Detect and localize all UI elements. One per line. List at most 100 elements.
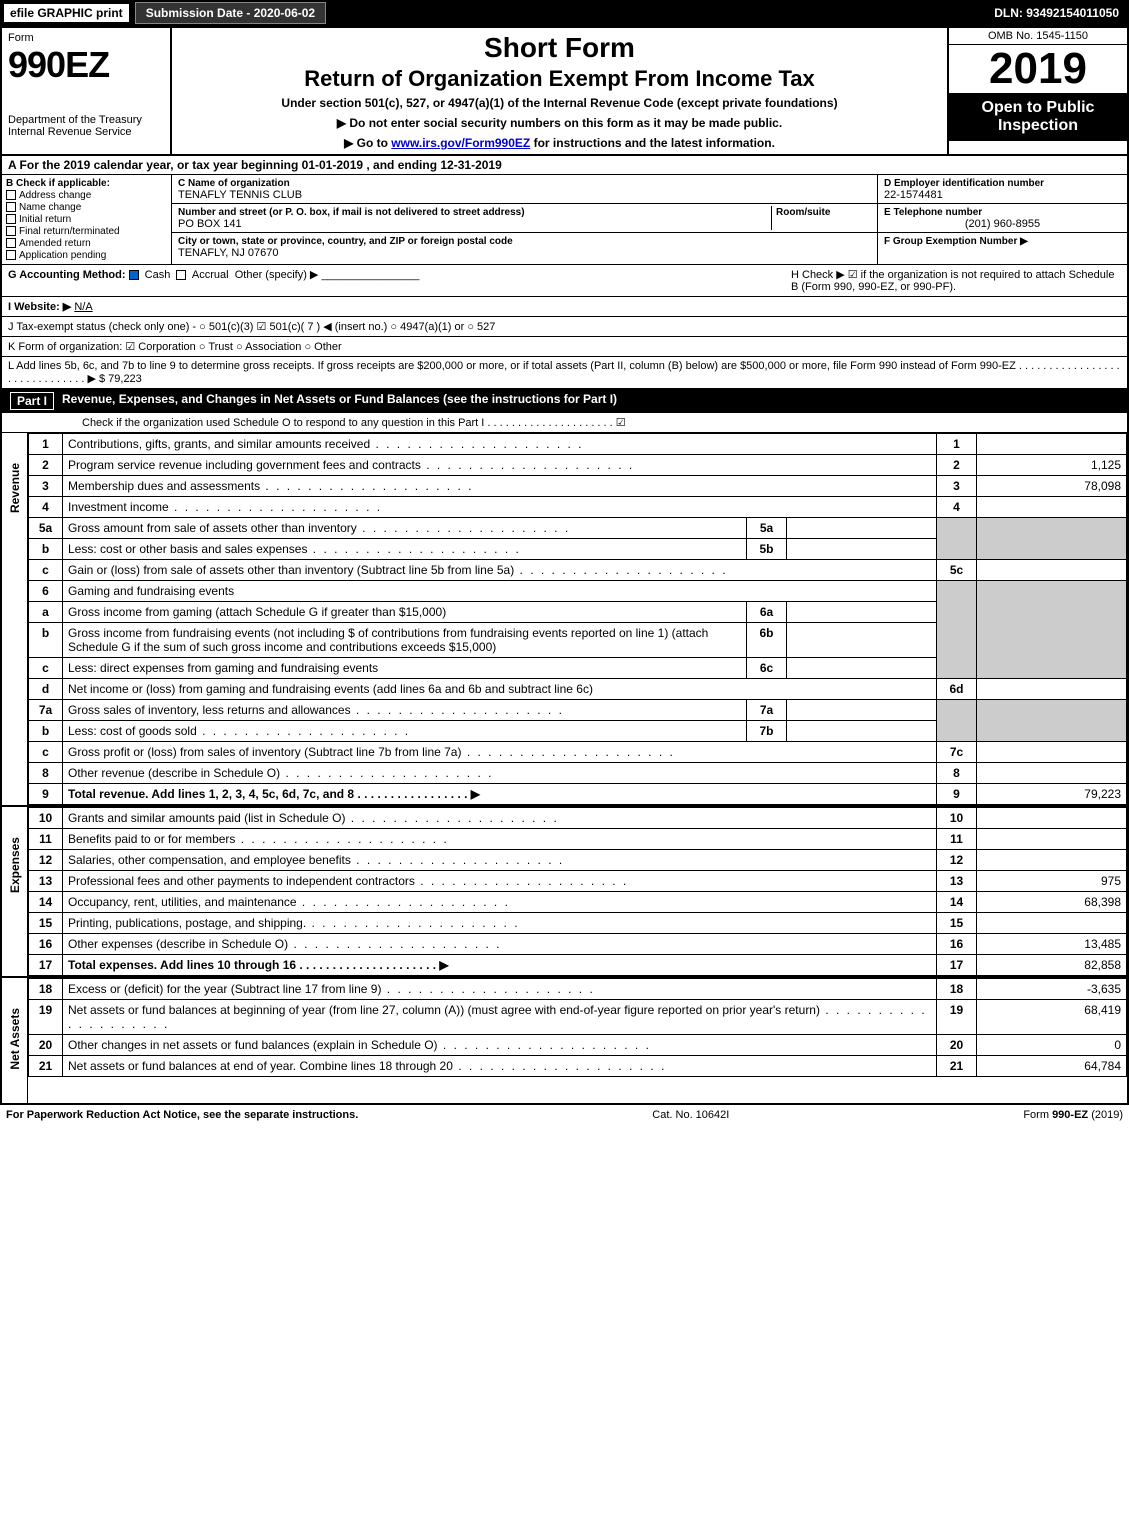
line-18: 18Excess or (deficit) for the year (Subt… [29,979,1127,1000]
col-b-title: B Check if applicable: [6,178,167,189]
city-value: TENAFLY, NJ 07670 [178,247,278,259]
side-expenses: Expenses [2,807,28,976]
form-number: 990EZ [8,44,164,86]
checkbox-icon[interactable] [176,270,186,280]
dept-irs: Internal Revenue Service [8,126,164,138]
line-14: 14Occupancy, rent, utilities, and mainte… [29,892,1127,913]
street-label: Number and street (or P. O. box, if mail… [178,207,525,218]
group-cell: F Group Exemption Number ▶ [878,233,1127,249]
city-cell: City or town, state or province, country… [172,233,877,261]
tel-cell: E Telephone number (201) 960-8955 [878,204,1127,233]
chk-pending[interactable]: Application pending [6,250,167,261]
form-word: Form [8,32,164,44]
checkbox-icon[interactable] [6,214,16,224]
entity-block: B Check if applicable: Address change Na… [2,175,1127,265]
netassets-section: Net Assets 18Excess or (deficit) for the… [2,976,1127,1103]
part1-label: Part I [10,392,54,410]
open-inspection: Open to Public Inspection [949,93,1127,141]
header-left: Form 990EZ Department of the Treasury In… [2,28,172,154]
tel-value: (201) 960-8955 [884,218,1121,230]
line-6: 6Gaming and fundraising events [29,581,1127,602]
tax-year: 2019 [949,45,1127,93]
chk-name[interactable]: Name change [6,202,167,213]
arrow-goto: ▶ Go to www.irs.gov/Form990EZ for instru… [180,136,939,150]
col-d-ids: D Employer identification number 22-1574… [877,175,1127,264]
revenue-table: 1Contributions, gifts, grants, and simil… [28,433,1127,805]
ein-value: 22-1574481 [884,189,943,201]
part1-title: Revenue, Expenses, and Changes in Net As… [62,392,617,410]
line-7a: 7aGross sales of inventory, less returns… [29,700,1127,721]
line-15: 15Printing, publications, postage, and s… [29,913,1127,934]
checkbox-icon[interactable] [6,190,16,200]
website-value: N/A [74,301,92,313]
line-8: 8Other revenue (describe in Schedule O)8 [29,763,1127,784]
city-label: City or town, state or province, country… [178,236,513,247]
line-20: 20Other changes in net assets or fund ba… [29,1035,1127,1056]
chk-initial[interactable]: Initial return [6,214,167,225]
page-footer: For Paperwork Reduction Act Notice, see … [0,1105,1129,1125]
checkbox-icon[interactable] [6,250,16,260]
ein-label: D Employer identification number [884,178,1044,189]
netassets-table: 18Excess or (deficit) for the year (Subt… [28,978,1127,1077]
goto-post: for instructions and the latest informat… [530,136,775,150]
row-l: L Add lines 5b, 6c, and 7b to line 9 to … [2,357,1127,389]
org-name-label: C Name of organization [178,178,290,189]
goto-pre: ▶ Go to [344,136,391,150]
header-right: OMB No. 1545-1150 2019 Open to Public In… [947,28,1127,154]
line-1: 1Contributions, gifts, grants, and simil… [29,434,1127,455]
tel-label: E Telephone number [884,207,982,218]
checkbox-checked-icon[interactable] [129,270,139,280]
ein-cell: D Employer identification number 22-1574… [878,175,1127,204]
line-7c: cGross profit or (loss) from sales of in… [29,742,1127,763]
omb-number: OMB No. 1545-1150 [949,28,1127,45]
part1-header: Part I Revenue, Expenses, and Changes in… [2,389,1127,413]
chk-final[interactable]: Final return/terminated [6,226,167,237]
chk-amended[interactable]: Amended return [6,238,167,249]
schedule-b-check: H Check ▶ ☑ if the organization is not r… [791,268,1121,293]
arrow-ssn: ▶ Do not enter social security numbers o… [180,116,939,130]
chk-address[interactable]: Address change [6,190,167,201]
line-4: 4Investment income4 [29,497,1127,518]
row-gh: G Accounting Method: Cash Accrual Other … [2,265,1127,297]
form-header: Form 990EZ Department of the Treasury In… [2,28,1127,156]
expenses-section: Expenses 10Grants and similar amounts pa… [2,805,1127,976]
line-9: 9Total revenue. Add lines 1, 2, 3, 4, 5c… [29,784,1127,805]
subtitle: Under section 501(c), 527, or 4947(a)(1)… [180,96,939,110]
checkbox-icon[interactable] [6,226,16,236]
accounting-method: G Accounting Method: Cash Accrual Other … [8,268,791,293]
header-mid: Short Form Return of Organization Exempt… [172,28,947,154]
line-17: 17Total expenses. Add lines 10 through 1… [29,955,1127,976]
line-19: 19Net assets or fund balances at beginni… [29,1000,1127,1035]
checkbox-icon[interactable] [6,238,16,248]
group-label: F Group Exemption Number ▶ [884,236,1028,247]
line-6d: dNet income or (loss) from gaming and fu… [29,679,1127,700]
room-label: Room/suite [776,207,830,218]
row-j: J Tax-exempt status (check only one) - ○… [2,317,1127,337]
line-11: 11Benefits paid to or for members11 [29,829,1127,850]
line-5c: cGain or (loss) from sale of assets othe… [29,560,1127,581]
col-c-org: C Name of organization TENAFLY TENNIS CL… [172,175,877,264]
line-16: 16Other expenses (describe in Schedule O… [29,934,1127,955]
side-revenue: Revenue [2,433,28,805]
revenue-section: Revenue 1Contributions, gifts, grants, a… [2,433,1127,805]
line-3: 3Membership dues and assessments378,098 [29,476,1127,497]
street-value: PO BOX 141 [178,218,242,230]
title-short-form: Short Form [180,32,939,64]
footer-mid: Cat. No. 10642I [652,1109,729,1121]
org-name-cell: C Name of organization TENAFLY TENNIS CL… [172,175,877,204]
line-10: 10Grants and similar amounts paid (list … [29,808,1127,829]
footer-left: For Paperwork Reduction Act Notice, see … [6,1109,358,1121]
line-13: 13Professional fees and other payments t… [29,871,1127,892]
expenses-table: 10Grants and similar amounts paid (list … [28,807,1127,976]
line-5a: 5aGross amount from sale of assets other… [29,518,1127,539]
irs-link[interactable]: www.irs.gov/Form990EZ [391,136,530,150]
title-return: Return of Organization Exempt From Incom… [180,66,939,92]
checkbox-icon[interactable] [6,202,16,212]
line-2: 2Program service revenue including gover… [29,455,1127,476]
dept-treasury: Department of the Treasury [8,114,164,126]
org-name-value: TENAFLY TENNIS CLUB [178,189,302,201]
submission-date: Submission Date - 2020-06-02 [135,2,326,24]
street-cell: Number and street (or P. O. box, if mail… [172,204,877,233]
efile-label: efile GRAPHIC print [4,4,129,22]
side-netassets: Net Assets [2,978,28,1103]
